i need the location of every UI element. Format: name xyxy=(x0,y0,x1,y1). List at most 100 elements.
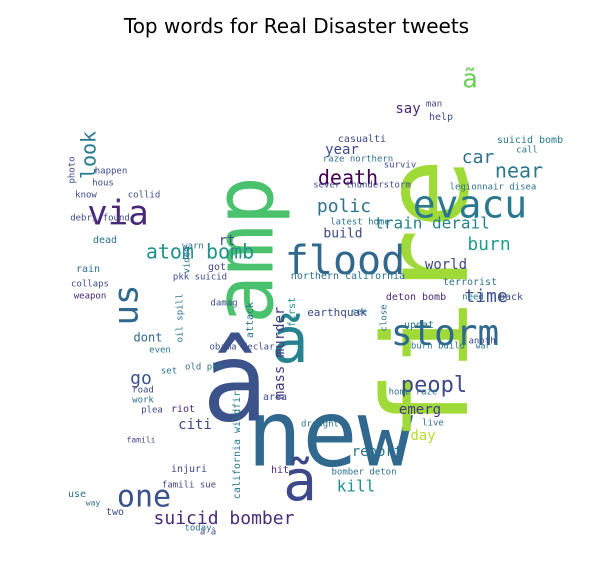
word-car: car xyxy=(462,147,495,168)
word-weapon: weapon xyxy=(74,292,107,302)
word-new: new xyxy=(247,380,414,487)
word-mass-murder: mass murder xyxy=(272,307,288,400)
word-day: day xyxy=(410,428,435,444)
word-use: use xyxy=(68,489,86,500)
word-evacu: evacu xyxy=(413,183,527,227)
word-raze-northern: raze northern xyxy=(323,155,393,165)
word-sever-thunderstorm: sever thunderstorm xyxy=(313,181,411,191)
word-via: via xyxy=(87,194,148,234)
word-debri-found: debri found xyxy=(70,214,130,224)
word-road: road xyxy=(132,386,154,396)
word-hous: hous xyxy=(92,179,114,189)
word-atom-bomb: atom bomb xyxy=(146,240,254,264)
word-warn: warn xyxy=(182,242,204,252)
word-war: war xyxy=(476,342,491,351)
word-look: look xyxy=(77,131,101,179)
word-two: two xyxy=(106,507,124,518)
word-peopl: peopl xyxy=(401,373,467,398)
word-today: today xyxy=(184,524,212,534)
word-storm: storm xyxy=(391,313,499,354)
word-attack: attack xyxy=(245,302,256,338)
word-polic: polic xyxy=(317,196,371,217)
word-back: back xyxy=(499,292,523,303)
word-bomber-deton: bomber deton xyxy=(331,468,396,478)
word-got: got xyxy=(208,262,226,273)
word-casualti: casualti xyxy=(338,134,386,145)
word-famili-sue: famili sue xyxy=(162,481,216,491)
word-â: â xyxy=(202,318,268,446)
word-suicid-bomb: suicid bomb xyxy=(497,135,563,146)
word-latest-home: latest home xyxy=(330,218,390,228)
word-help: help xyxy=(429,112,453,123)
word-time: time xyxy=(464,286,507,307)
word-oil-spill: oil spill xyxy=(176,294,186,343)
word-build: build xyxy=(323,227,362,242)
word-death: death xyxy=(318,166,378,190)
word-near: near xyxy=(495,159,543,183)
word-even: even xyxy=(149,346,171,356)
word-work: work xyxy=(132,396,154,406)
word-happen: happen xyxy=(95,167,128,177)
word-anoth: anoth xyxy=(468,337,495,347)
word-live: live xyxy=(422,419,444,429)
word-one: one xyxy=(117,480,171,515)
word-year: year xyxy=(325,142,359,158)
word-old-pkk: old pkk xyxy=(185,363,224,373)
word-famili: famili xyxy=(127,436,156,445)
word-first: first xyxy=(287,297,298,327)
word-collid: collid xyxy=(128,191,161,201)
word-burn-build: burn build xyxy=(411,342,465,352)
word-riot: riot xyxy=(171,404,195,415)
word-earthquak: earthquak xyxy=(307,306,367,319)
word-legionnair-disea: legionnair disea xyxy=(450,183,537,193)
word-world: world xyxy=(425,257,467,273)
word-go: go xyxy=(130,368,152,389)
word-ã: ã xyxy=(283,449,317,514)
word-deton-bomb: deton bomb xyxy=(386,292,446,303)
word-call: call xyxy=(516,146,538,156)
word-â-â: â â xyxy=(200,528,216,538)
word-injuri: injuri xyxy=(171,464,207,475)
word-home-raze: home raze xyxy=(389,388,438,398)
word-updat: updat xyxy=(404,320,434,331)
word-citi: citi xyxy=(178,417,212,433)
word-suicid-bomber: suicid bomber xyxy=(154,508,295,529)
word-photo: photo xyxy=(68,156,78,183)
word-know: know xyxy=(75,191,97,201)
word-fire: fire xyxy=(357,158,495,442)
word-drought: drought xyxy=(301,420,339,430)
word-damag: damag xyxy=(210,299,237,309)
word-emerg: emerg xyxy=(399,402,441,418)
word-amp: amp xyxy=(197,176,292,324)
word-surviv: surviv xyxy=(384,161,417,171)
word-rt: rt xyxy=(219,233,236,249)
word-california-wildfir: california wildfir xyxy=(232,391,243,499)
word-report: report xyxy=(352,444,403,460)
word-kill: kill xyxy=(337,477,376,496)
word-man: man xyxy=(426,100,442,110)
word-need: need xyxy=(462,293,484,303)
word-pkk-suicid: pkk suicid xyxy=(173,273,227,283)
word-plea: plea xyxy=(141,406,163,416)
word-ã: ã xyxy=(271,304,308,377)
word-obama-declar: obama declar xyxy=(209,343,275,353)
word-collaps: collaps xyxy=(71,280,109,290)
word-us: us xyxy=(107,285,147,326)
word-hit: hit xyxy=(271,465,289,476)
chart-title: Top words for Real Disaster tweets xyxy=(123,14,470,38)
word-way: way xyxy=(86,499,101,508)
word-close: close xyxy=(380,304,390,331)
word-rain: rain xyxy=(76,264,100,275)
word-terrorist: terrorist xyxy=(443,277,497,288)
word-say: say xyxy=(395,101,420,117)
word-dont: dont xyxy=(134,331,163,345)
word-ã: ã xyxy=(462,65,478,95)
word-video: video xyxy=(183,246,193,273)
word-burn: burn xyxy=(467,234,510,255)
word-area: area xyxy=(263,392,287,403)
word-see: see xyxy=(351,308,367,318)
word-flood: flood xyxy=(285,238,405,284)
word-set: set xyxy=(161,367,177,377)
word-northern-california: northern california xyxy=(291,271,405,282)
